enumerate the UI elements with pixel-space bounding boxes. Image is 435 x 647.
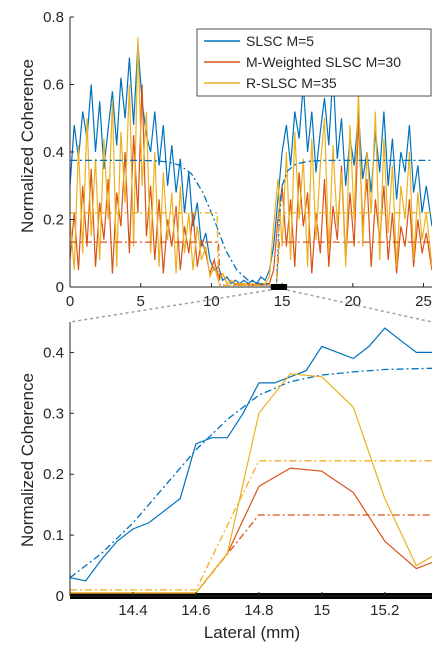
- top-series-slsc-dashdot: [70, 159, 432, 286]
- bottom-y-tick-label: 0.1: [43, 527, 64, 544]
- bottom-y-tick-label: 0.4: [43, 344, 64, 361]
- zoom-connector-right: [286, 289, 433, 323]
- bottom-y-tick-label: 0: [56, 588, 64, 605]
- bottom-series-rslsc-dashdot: [70, 460, 432, 591]
- bottom-x-axis-label: Lateral (mm): [204, 623, 300, 642]
- top-chart: 0 5 10 15 20 25 0 0.2 0.4 0.6 0.8 Normalized Coher…: [18, 9, 432, 310]
- top-legend: SLSC M=5 M-Weighted SLSC M=30 R-SLSC M=3…: [196, 28, 432, 97]
- bottom-x-tick-label: 14.6: [181, 602, 210, 619]
- legend-label-slsc: SLSC M=5: [246, 33, 314, 49]
- top-x-tick-label: 0: [66, 293, 74, 310]
- bottom-series-rslsc-solid: [70, 373, 432, 594]
- top-x-tick-label: 10: [203, 293, 220, 310]
- top-y-tick-label: 0: [56, 279, 64, 296]
- top-series-mweighted-dashdot: [70, 241, 432, 286]
- top-series-rslsc-solid: [70, 37, 432, 286]
- top-series-slsc-solid: [70, 43, 432, 285]
- top-plot-area: [70, 37, 432, 287]
- top-y-axis-label: Normalized Coherence: [18, 59, 37, 233]
- top-x-tick-label: 25: [415, 293, 432, 310]
- bottom-chart: 14.4 14.6 14.8 15 15.2 0 0.1 0.2 0.3 0.4 Normaliz…: [18, 322, 432, 642]
- top-x-tick-label: 15: [274, 293, 291, 310]
- bottom-series-group: [70, 327, 432, 594]
- bottom-series-mweighted-solid: [70, 467, 432, 594]
- zoom-range-bar: [270, 284, 288, 290]
- top-series-group: [70, 37, 432, 287]
- top-y-tick-label: 0.6: [43, 77, 64, 94]
- top-y-tick-label: 0.8: [43, 9, 64, 26]
- bottom-axes: 14.4 14.6 14.8 15 15.2 0 0.1 0.2 0.3 0.4: [43, 322, 432, 619]
- bottom-series-slsc-solid: [70, 327, 432, 582]
- bottom-x-tick-label: 15.2: [370, 602, 399, 619]
- top-series-rslsc-dashdot: [70, 212, 432, 286]
- bottom-y-tick-label: 0.3: [43, 405, 64, 422]
- zoom-connector: [69, 284, 433, 599]
- zoom-connector-left: [69, 289, 271, 323]
- top-x-tick-label: 5: [137, 293, 145, 310]
- legend-label-rslsc: R-SLSC M=35: [246, 75, 337, 91]
- bottom-x-tick-label: 15: [313, 602, 330, 619]
- top-y-tick-label: 0.2: [43, 212, 64, 229]
- bottom-y-tick-label: 0.2: [43, 466, 64, 483]
- top-axes: 0 5 10 15 20 25 0 0.2 0.4 0.6 0.8: [43, 9, 432, 310]
- bottom-x-tick-label: 14.8: [244, 602, 273, 619]
- top-y-tick-label: 0.4: [43, 144, 64, 161]
- bottom-series-slsc-dashdot: [70, 367, 432, 579]
- bottom-plot-area: [70, 327, 432, 594]
- legend-label-mweighted: M-Weighted SLSC M=30: [246, 54, 401, 70]
- top-x-tick-label: 20: [344, 293, 361, 310]
- bottom-y-axis-label: Normalized Coherence: [18, 373, 37, 547]
- bottom-series-mweighted-dashdot: [70, 514, 432, 594]
- bottom-x-tick-label: 14.4: [118, 602, 147, 619]
